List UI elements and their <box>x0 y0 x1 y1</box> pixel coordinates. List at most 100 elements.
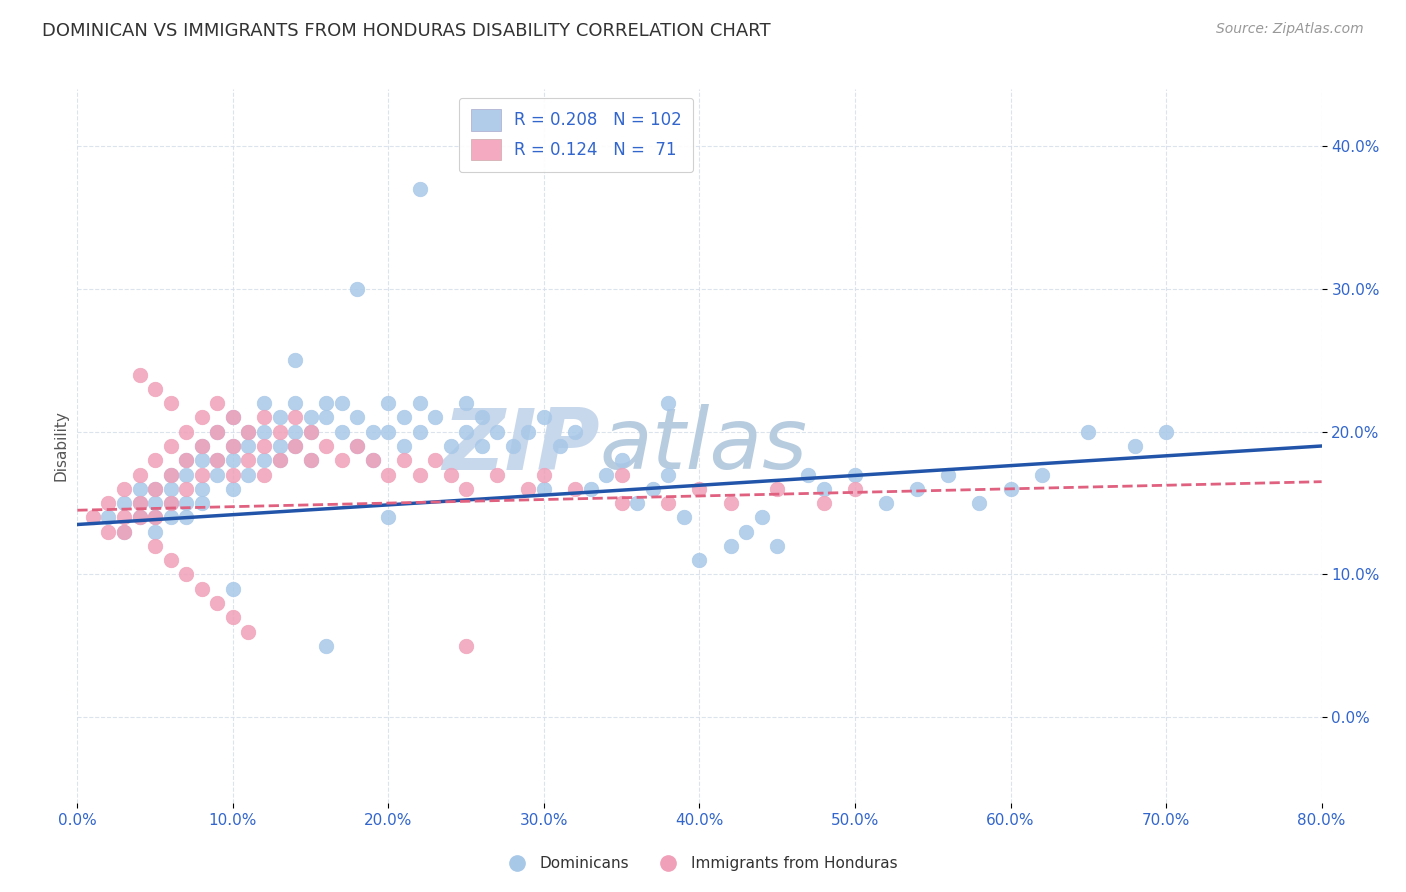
Point <box>222 453 245 467</box>
Legend: Dominicans, Immigrants from Honduras: Dominicans, Immigrants from Honduras <box>495 850 904 877</box>
Point <box>657 396 679 410</box>
Point <box>564 425 586 439</box>
Point <box>969 496 991 510</box>
Point <box>174 567 197 582</box>
Point <box>610 496 633 510</box>
Point <box>128 510 150 524</box>
Point <box>579 482 602 496</box>
Point <box>766 482 789 496</box>
Point <box>222 610 245 624</box>
Point <box>128 496 150 510</box>
Point <box>456 639 478 653</box>
Point <box>191 582 214 596</box>
Point <box>238 453 260 467</box>
Point <box>191 439 214 453</box>
Point <box>423 453 446 467</box>
Point <box>766 539 789 553</box>
Point <box>533 410 555 425</box>
Point <box>284 353 307 368</box>
Point <box>844 482 866 496</box>
Point <box>128 496 150 510</box>
Point <box>875 496 897 510</box>
Point <box>269 453 291 467</box>
Point <box>207 453 229 467</box>
Point <box>191 496 214 510</box>
Point <box>284 396 307 410</box>
Point <box>751 510 773 524</box>
Point <box>315 396 337 410</box>
Point <box>143 539 166 553</box>
Point <box>346 439 368 453</box>
Point <box>361 425 384 439</box>
Point <box>143 482 166 496</box>
Point <box>112 510 135 524</box>
Point <box>844 467 866 482</box>
Point <box>299 425 322 439</box>
Point <box>222 482 245 496</box>
Point <box>517 482 540 496</box>
Point <box>97 510 120 524</box>
Point <box>207 425 229 439</box>
Point <box>269 410 291 425</box>
Point <box>408 467 430 482</box>
Point <box>143 482 166 496</box>
Point <box>502 439 524 453</box>
Point <box>143 382 166 396</box>
Point <box>159 396 181 410</box>
Point <box>159 510 181 524</box>
Point <box>128 368 150 382</box>
Point <box>222 467 245 482</box>
Point <box>361 453 384 467</box>
Point <box>174 453 197 467</box>
Point <box>238 624 260 639</box>
Point <box>377 396 399 410</box>
Point <box>299 453 322 467</box>
Point <box>191 439 214 453</box>
Point <box>408 396 430 410</box>
Point <box>143 496 166 510</box>
Point <box>284 410 307 425</box>
Point <box>191 453 214 467</box>
Point <box>330 425 353 439</box>
Point <box>392 453 415 467</box>
Point <box>813 482 835 496</box>
Point <box>735 524 758 539</box>
Point <box>361 453 384 467</box>
Point <box>641 482 664 496</box>
Y-axis label: Disability: Disability <box>53 410 69 482</box>
Point <box>143 524 166 539</box>
Point <box>253 467 276 482</box>
Point <box>657 467 679 482</box>
Point <box>315 410 337 425</box>
Point <box>938 467 960 482</box>
Point <box>486 467 509 482</box>
Point <box>440 467 463 482</box>
Point <box>207 425 229 439</box>
Point <box>1000 482 1022 496</box>
Point <box>346 282 368 296</box>
Point <box>299 410 322 425</box>
Point <box>330 453 353 467</box>
Point <box>595 467 617 482</box>
Point <box>346 439 368 453</box>
Point <box>440 439 463 453</box>
Point <box>174 482 197 496</box>
Point <box>207 396 229 410</box>
Point <box>269 425 291 439</box>
Point <box>1154 425 1177 439</box>
Point <box>456 396 478 410</box>
Point <box>905 482 928 496</box>
Point <box>143 453 166 467</box>
Point <box>159 439 181 453</box>
Point <box>456 482 478 496</box>
Point <box>377 425 399 439</box>
Point <box>626 496 648 510</box>
Point <box>253 453 276 467</box>
Point <box>471 439 494 453</box>
Point <box>128 510 150 524</box>
Point <box>610 467 633 482</box>
Point <box>159 496 181 510</box>
Point <box>238 425 260 439</box>
Text: atlas: atlas <box>600 404 808 488</box>
Point <box>253 439 276 453</box>
